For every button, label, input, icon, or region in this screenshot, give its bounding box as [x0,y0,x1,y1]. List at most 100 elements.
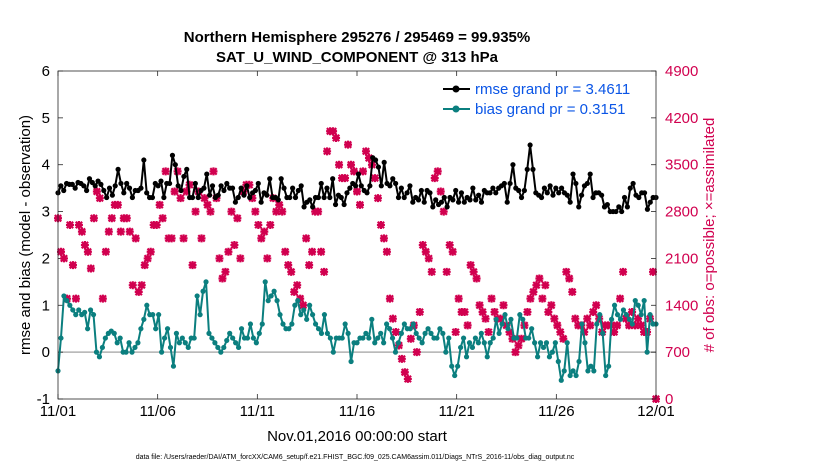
bias-point [227,330,233,336]
obs-marker-shape [571,314,580,323]
obs-marker-shape [314,207,323,216]
obs-marker [532,281,541,290]
obs-marker-shape [544,307,553,316]
obs-marker-shape [137,281,146,290]
obs-marker-shape [403,374,412,383]
obs-marker-shape [107,214,116,223]
bias-point [597,312,603,318]
rmse-point [189,194,196,201]
rmse-point [58,183,64,189]
rmse-point [61,187,67,194]
rmse-point [347,185,353,191]
obs-marker-shape [167,234,176,243]
bias-point [253,340,259,346]
obs-marker-shape [248,194,257,203]
obs-marker [526,294,535,303]
obs-marker [125,227,134,236]
rmse-point [390,176,396,182]
obs-marker [254,220,263,229]
rmse-point [98,181,104,187]
obs-marker [77,227,86,236]
bias-point [85,326,91,332]
bias-point [561,368,567,374]
obs-marker [592,301,601,310]
rmse-point [441,194,447,201]
obs-marker-shape [610,328,619,337]
bias-point [375,335,381,341]
obs-marker [290,287,299,296]
obs-marker [170,187,179,196]
obs-marker-shape [412,348,421,357]
bias-point [58,335,64,341]
obs-marker [287,267,296,276]
obs-marker-shape [236,254,245,263]
obs-marker [583,314,592,323]
bias-point [170,363,177,369]
rmse-point [427,190,433,196]
obs-marker-shape [89,214,98,223]
rmse-point [281,185,287,191]
rmse-point [467,197,473,203]
obs-marker-shape [215,254,224,263]
obs-marker-shape [179,234,188,243]
obs-marker [248,194,257,203]
obs-marker-shape [104,227,113,236]
bias-point [378,330,384,336]
bias-point [567,372,573,379]
rmse-point [192,180,198,187]
obs-marker [194,187,203,196]
obs-marker-shape [155,200,164,209]
rmse-point [264,192,270,198]
obs-marker-shape [385,294,394,303]
rmse-point [169,152,176,158]
rmse-point [292,194,299,201]
bias-point [526,335,532,341]
bias-point [176,340,182,346]
obs-marker-shape [451,328,460,337]
obs-marker-shape [278,207,287,216]
obs-marker [406,334,415,343]
obs-marker [272,207,281,216]
obs-marker-shape [224,247,233,256]
bias-point [206,330,212,336]
obs-marker [364,154,373,163]
obs-marker [487,294,496,303]
bias-point [244,335,251,341]
obs-marker-shape [227,207,236,216]
obs-marker [565,274,574,283]
obs-marker-shape [442,267,451,276]
bias-point [141,316,147,322]
y-right-tick-label: 3500 [665,157,698,174]
bias-point [64,298,70,304]
rmse-point [504,199,510,205]
rmse-point [619,208,625,215]
rmse-point [229,185,236,191]
obs-marker-shape [209,167,218,176]
rmse-point [86,176,93,182]
obs-marker-shape [448,247,457,256]
bias-point [392,349,399,355]
obs-marker-shape [122,214,131,223]
bias-point [230,335,236,341]
obs-marker [625,321,634,330]
obs-marker [68,261,77,270]
bias-point [585,368,591,374]
obs-marker-shape [586,321,595,330]
rmse-point [550,192,556,198]
obs-marker [206,207,215,216]
obs-marker-shape [361,147,370,156]
y-tick-label: -1 [37,391,50,408]
rmse-point [636,194,642,201]
rmse-point [621,194,628,201]
obs-marker [221,267,230,276]
obs-marker [101,247,110,256]
obs-marker-shape [350,167,359,176]
obs-marker-shape [176,194,185,203]
obs-marker [179,234,188,243]
obs-marker [613,321,622,330]
bias-point [614,312,621,318]
obs-marker [394,341,403,350]
rmse-point [556,190,562,196]
obs-marker [104,227,113,236]
